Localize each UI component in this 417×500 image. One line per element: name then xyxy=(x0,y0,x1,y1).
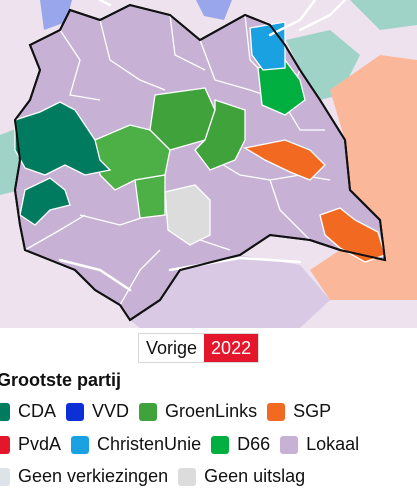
region-outside-teal-top[interactable] xyxy=(350,0,417,30)
year-toggle-previous[interactable]: Vorige xyxy=(139,334,205,362)
municipality-results-map[interactable] xyxy=(0,0,417,328)
legend-item-cda: CDA xyxy=(0,401,56,422)
legend-row-3: Geen verkiezingen Geen uitslag xyxy=(0,466,315,487)
legend-swatch-lokaal xyxy=(280,435,299,454)
legend-item-lokaal: Lokaal xyxy=(280,434,359,455)
municipality-cda-2[interactable] xyxy=(19,177,71,226)
legend-row-2: PvdA ChristenUnie D66 Lokaal xyxy=(0,434,369,455)
legend-label-lokaal: Lokaal xyxy=(306,434,360,454)
legend-swatch-geen-verkiezingen xyxy=(0,467,10,486)
legend-swatch-groenlinks xyxy=(139,402,158,421)
legend-item-geen-verkiezingen: Geen verkiezingen xyxy=(0,466,168,487)
region-outside-sgp[interactable] xyxy=(310,55,417,300)
legend-swatch-sgp xyxy=(267,402,286,421)
legend-label-cda: CDA xyxy=(18,401,57,421)
legend-row-1: CDA VVD GroenLinks SGP xyxy=(0,401,341,422)
legend-item-vvd: VVD xyxy=(66,401,129,422)
legend-item-sgp: SGP xyxy=(267,401,331,422)
municipality-cda-1[interactable] xyxy=(14,101,112,176)
legend-item-d66: D66 xyxy=(211,434,270,455)
legend-label-groenlinks: GroenLinks xyxy=(165,401,258,421)
legend-swatch-d66 xyxy=(211,435,230,454)
municipality-groenlinks-4[interactable] xyxy=(134,174,166,219)
legend-label-d66: D66 xyxy=(237,434,271,454)
legend-item-pvda: PvdA xyxy=(0,434,61,455)
region-outside-vvd-2[interactable] xyxy=(196,0,232,20)
legend-label-sgp: SGP xyxy=(293,401,332,421)
legend-label-geen-verkiezingen: Geen verkiezingen xyxy=(18,466,169,486)
province-border xyxy=(13,3,387,322)
legend-label-pvda: PvdA xyxy=(18,434,62,454)
legend-swatch-pvda xyxy=(0,435,10,454)
year-toggle-2022[interactable]: 2022 xyxy=(204,334,259,362)
legend-title: Grootste partij xyxy=(0,370,122,390)
legend-item-groenlinks: GroenLinks xyxy=(139,401,257,422)
region-outside-lokaal-bottom[interactable] xyxy=(130,255,330,328)
legend-label-vvd: VVD xyxy=(92,401,130,421)
legend-item-christenunie: ChristenUnie xyxy=(71,434,201,455)
legend-swatch-geen-uitslag xyxy=(178,467,197,486)
legend-swatch-vvd xyxy=(66,402,85,421)
year-toggle: Vorige 2022 xyxy=(138,333,260,363)
legend-swatch-christenunie xyxy=(71,435,90,454)
legend-swatch-cda xyxy=(0,402,10,421)
legend-item-geen-uitslag: Geen uitslag xyxy=(178,466,305,487)
municipality-sgp-1[interactable] xyxy=(243,139,326,181)
legend-label-geen-uitslag: Geen uitslag xyxy=(204,466,306,486)
legend-label-christenunie: ChristenUnie xyxy=(97,434,202,454)
municipality-groenlinks-3[interactable] xyxy=(194,99,246,171)
municipality-geen-uitslag[interactable] xyxy=(164,184,211,246)
